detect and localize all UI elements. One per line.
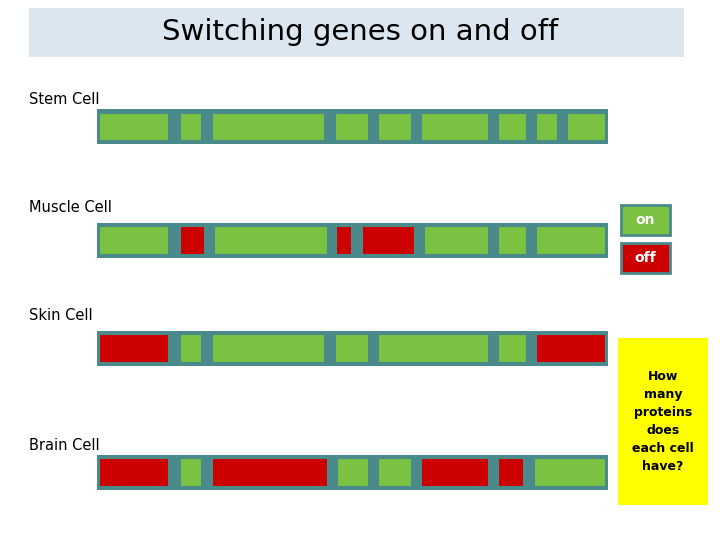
- Text: Skin Cell: Skin Cell: [29, 308, 92, 323]
- Text: Muscle Cell: Muscle Cell: [29, 200, 112, 215]
- Text: on: on: [635, 213, 655, 227]
- Bar: [215, 226, 328, 254]
- Bar: [99, 112, 169, 141]
- Bar: [536, 226, 606, 254]
- Bar: [212, 458, 328, 487]
- Bar: [378, 458, 412, 487]
- Text: off: off: [634, 251, 656, 265]
- Bar: [97, 330, 608, 366]
- Bar: [337, 458, 369, 487]
- Bar: [536, 112, 558, 141]
- Bar: [180, 112, 202, 141]
- Bar: [361, 226, 415, 254]
- Bar: [424, 226, 489, 254]
- Bar: [180, 458, 202, 487]
- Bar: [536, 334, 606, 363]
- Bar: [421, 112, 489, 141]
- Bar: [498, 458, 524, 487]
- Text: Stem Cell: Stem Cell: [29, 92, 99, 107]
- Bar: [97, 455, 608, 490]
- Bar: [621, 205, 670, 235]
- Bar: [498, 226, 527, 254]
- Bar: [99, 226, 169, 254]
- Text: Brain Cell: Brain Cell: [29, 438, 99, 453]
- Bar: [99, 334, 169, 363]
- Text: Switching genes on and off: Switching genes on and off: [162, 18, 558, 46]
- Bar: [99, 458, 169, 487]
- Bar: [180, 226, 205, 254]
- Bar: [212, 334, 325, 363]
- Bar: [498, 112, 527, 141]
- Bar: [335, 112, 369, 141]
- Bar: [97, 222, 608, 258]
- Bar: [498, 334, 527, 363]
- Bar: [378, 112, 412, 141]
- Bar: [378, 334, 489, 363]
- Bar: [335, 334, 369, 363]
- Bar: [180, 334, 202, 363]
- Text: How
many
proteins
does
each cell
have?: How many proteins does each cell have?: [632, 370, 693, 472]
- Bar: [534, 458, 606, 487]
- Bar: [618, 338, 708, 505]
- Bar: [336, 226, 352, 254]
- Bar: [29, 8, 684, 57]
- Bar: [421, 458, 489, 487]
- Bar: [567, 112, 606, 141]
- Bar: [621, 243, 670, 273]
- Bar: [97, 109, 608, 144]
- Bar: [212, 112, 325, 141]
